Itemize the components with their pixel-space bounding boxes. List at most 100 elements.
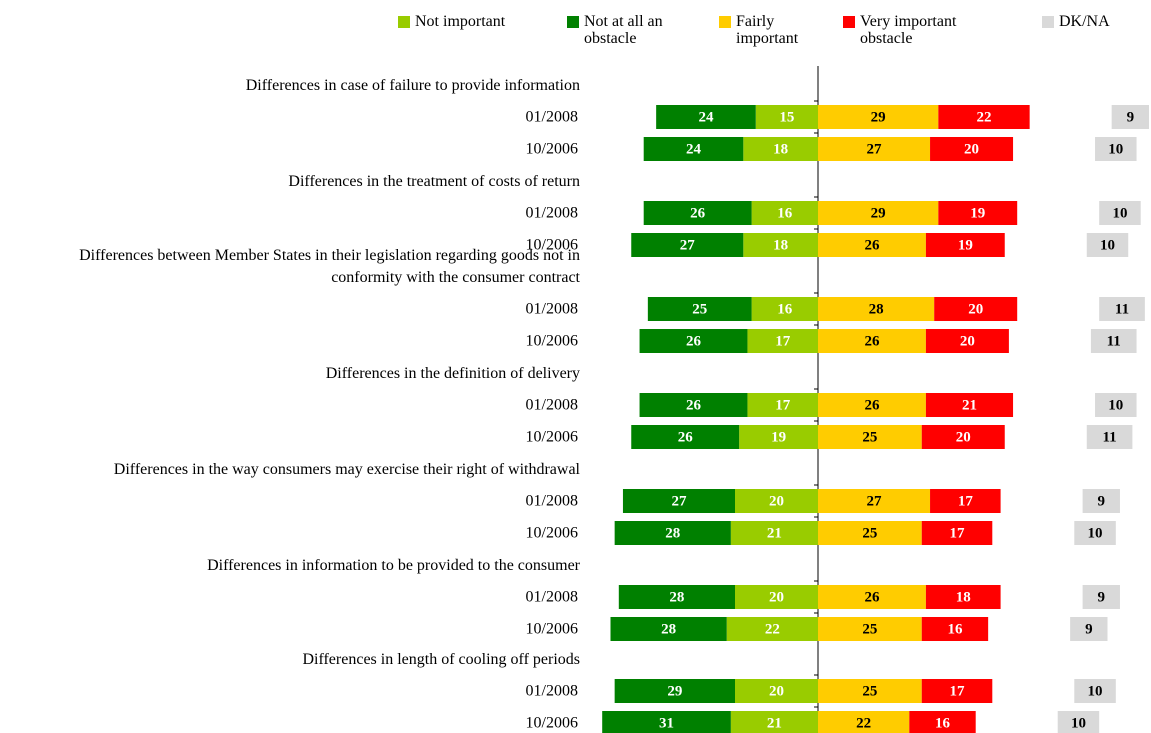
value-label: 17 — [950, 525, 966, 541]
value-label: 19 — [771, 429, 786, 445]
bar-segment — [818, 679, 922, 703]
bar-segment — [925, 233, 1005, 257]
group-label: Differences in length of cooling off per… — [302, 651, 580, 668]
bar-segment — [730, 521, 818, 545]
row-label: 10/2006 — [526, 715, 578, 732]
bar-segment — [921, 617, 989, 641]
bar-segment — [743, 137, 818, 161]
bar-segment — [618, 585, 735, 609]
bar-segment — [622, 489, 735, 513]
bar-segment — [1082, 489, 1120, 513]
row-label: 01/2008 — [526, 109, 578, 126]
group-label: Differences in information to be provide… — [207, 557, 580, 574]
bar-segment — [751, 201, 818, 225]
value-label: 26 — [678, 429, 694, 445]
group-label: Differences between Member States in the… — [79, 247, 580, 286]
bar-segment — [1074, 679, 1116, 703]
bar-segment — [647, 297, 752, 321]
value-label: 18 — [773, 141, 788, 157]
bar-segment — [921, 425, 1005, 449]
row-label: 10/2006 — [526, 237, 578, 254]
bar-segment — [747, 393, 818, 417]
value-label: 28 — [665, 525, 680, 541]
bar-segment — [735, 585, 818, 609]
bar-segment — [743, 233, 818, 257]
value-label: 28 — [669, 589, 684, 605]
value-label: 19 — [958, 237, 973, 253]
value-label: 22 — [765, 621, 780, 637]
value-label: 20 — [769, 683, 784, 699]
bar-segment — [818, 393, 926, 417]
value-label: 26 — [864, 333, 880, 349]
bar-segment — [1086, 425, 1133, 449]
bar-segment — [925, 585, 1001, 609]
bar-segment — [818, 201, 939, 225]
bar-segment — [747, 329, 818, 353]
row-label: 01/2008 — [526, 493, 578, 510]
value-label: 20 — [964, 141, 979, 157]
value-label: 22 — [977, 109, 992, 125]
value-label: 26 — [864, 397, 880, 413]
bar-segment — [1057, 711, 1100, 733]
bar-segment — [730, 711, 818, 733]
value-label: 26 — [686, 397, 702, 413]
value-label: 20 — [769, 589, 784, 605]
value-label: 16 — [777, 205, 793, 221]
value-label: 9 — [1085, 621, 1093, 637]
bar-segment — [921, 521, 993, 545]
value-label: 16 — [777, 301, 793, 317]
row-label: 01/2008 — [526, 397, 578, 414]
legend-swatch — [843, 16, 855, 28]
bar-segment — [818, 329, 926, 353]
bar-segment — [934, 297, 1018, 321]
bar-segment — [726, 617, 818, 641]
value-label: 9 — [1127, 109, 1135, 125]
value-label: 20 — [968, 301, 983, 317]
bar-segment — [818, 617, 922, 641]
value-label: 26 — [864, 589, 880, 605]
value-label: 10 — [1088, 683, 1103, 699]
value-label: 18 — [956, 589, 971, 605]
bar-segment — [1082, 585, 1120, 609]
value-label: 22 — [856, 715, 871, 731]
row-label: 10/2006 — [526, 525, 578, 542]
bar-segment — [938, 105, 1030, 129]
bar-segment — [938, 201, 1018, 225]
value-label: 25 — [862, 683, 877, 699]
bar-segment — [739, 425, 818, 449]
value-label: 24 — [698, 109, 714, 125]
bar-segment — [818, 233, 926, 257]
value-label: 20 — [956, 429, 971, 445]
value-label: 27 — [867, 141, 883, 157]
bar-segment — [909, 711, 976, 733]
value-label: 26 — [690, 205, 706, 221]
value-label: 29 — [667, 683, 682, 699]
value-label: 20 — [960, 333, 975, 349]
legend-swatch — [567, 16, 579, 28]
group-label: Differences in the treatment of costs of… — [288, 173, 580, 190]
row-label: 01/2008 — [526, 683, 578, 700]
bar-segment — [631, 425, 740, 449]
group-label: Differences in the way consumers may exe… — [113, 461, 580, 478]
bar-segment — [1095, 137, 1137, 161]
bar-segment — [818, 105, 939, 129]
bar-segment — [1074, 521, 1116, 545]
bar-segment — [631, 233, 744, 257]
bar-segment — [602, 711, 731, 733]
value-label: 10 — [1088, 525, 1103, 541]
row-label: 10/2006 — [526, 429, 578, 446]
group-label: Differences in case of failure to provid… — [245, 77, 580, 94]
value-label: 11 — [1102, 429, 1116, 445]
bar-segment — [643, 137, 744, 161]
bar-segment — [818, 489, 931, 513]
value-label: 17 — [950, 683, 966, 699]
value-label: 27 — [671, 493, 687, 509]
legend-label: Not at all an obstacle — [584, 13, 663, 47]
bar-segment — [921, 679, 993, 703]
bar-segment — [639, 329, 748, 353]
bar-segment — [735, 489, 818, 513]
value-label: 31 — [659, 715, 674, 731]
bar-segment — [1090, 329, 1137, 353]
